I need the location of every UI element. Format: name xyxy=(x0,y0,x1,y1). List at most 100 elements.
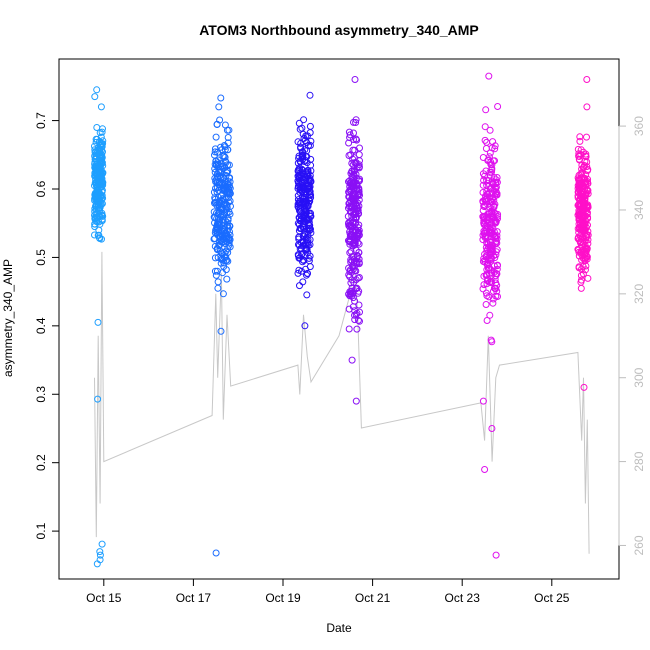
scatter-point xyxy=(486,225,494,233)
scatter-point xyxy=(217,192,225,200)
scatter-point xyxy=(577,192,585,200)
scatter-point xyxy=(348,159,356,167)
scatter-point xyxy=(583,253,591,261)
scatter-point xyxy=(211,160,219,168)
scatter-point xyxy=(351,238,359,246)
scatter-point xyxy=(351,307,359,315)
scatter-point xyxy=(294,200,302,208)
scatter-point xyxy=(295,175,303,183)
scatter-point xyxy=(490,202,498,210)
scatter-point xyxy=(346,183,354,190)
scatter-point xyxy=(303,291,311,299)
scatter-point xyxy=(93,135,101,143)
scatter-point xyxy=(91,93,99,101)
scatter-point xyxy=(97,178,105,186)
scatter-point xyxy=(480,255,488,263)
scatter-point xyxy=(345,139,353,147)
scatter-point xyxy=(307,191,315,199)
y-axis: 0.1 0.2 0.3 0.4 0.5 0.6 0.7 xyxy=(34,112,60,539)
scatter-point xyxy=(574,245,582,253)
scatter-point xyxy=(214,284,222,292)
scatter-point xyxy=(305,210,313,218)
scatter-point xyxy=(95,226,103,234)
scatter-point xyxy=(583,76,591,83)
scatter-point xyxy=(211,267,219,275)
scatter-point xyxy=(298,165,306,173)
scatter-point xyxy=(294,159,302,167)
scatter-point xyxy=(99,212,107,220)
scatter-point xyxy=(98,540,106,548)
scatter-point xyxy=(352,135,360,143)
scatter-point xyxy=(306,222,314,230)
scatter-point xyxy=(346,249,354,257)
scatter-point xyxy=(489,299,497,307)
scatter-point xyxy=(301,322,309,330)
scatter-point xyxy=(299,223,307,230)
scatter-point xyxy=(353,252,361,259)
scatter-point xyxy=(483,280,491,288)
scatter-point xyxy=(350,278,358,286)
scatter-point xyxy=(307,229,315,237)
scatter-point xyxy=(346,290,354,298)
y2-axis: 260 280 300 320 340 360 xyxy=(618,116,646,556)
scatter-point xyxy=(575,236,583,244)
y-tick-label: 0.6 xyxy=(34,180,48,197)
scatter-point xyxy=(490,262,498,270)
scatter-point xyxy=(349,195,357,203)
scatter-point xyxy=(494,261,501,269)
scatter-point xyxy=(92,188,100,196)
scatter-point xyxy=(574,174,582,182)
y2-tick-label: 320 xyxy=(632,283,646,303)
scatter-point xyxy=(578,168,586,176)
scatter-point xyxy=(584,274,592,282)
x-tick-label: Oct 17 xyxy=(176,591,212,605)
scatter-point xyxy=(577,242,585,250)
scatter-point xyxy=(578,188,586,196)
scatter-point xyxy=(213,267,221,275)
scatter-point xyxy=(295,214,303,222)
scatter-point xyxy=(581,157,589,165)
scatter-point xyxy=(295,119,303,127)
x-tick-label: Oct 21 xyxy=(355,591,391,605)
scatter-point xyxy=(299,130,307,138)
scatter-point xyxy=(580,227,588,235)
scatter-point xyxy=(294,269,302,277)
scatter-point xyxy=(223,126,231,134)
scatter-point xyxy=(485,177,493,185)
scatter-point xyxy=(575,229,583,236)
scatter-point xyxy=(488,178,496,186)
scatter-point xyxy=(220,263,228,270)
scatter-point xyxy=(351,316,359,324)
scatter-point xyxy=(346,193,354,201)
scatter-point xyxy=(353,325,361,333)
scatter-point xyxy=(349,219,357,227)
scatter-point xyxy=(97,103,105,111)
y-tick-label: 0.4 xyxy=(34,317,48,334)
scatter-cluster xyxy=(210,94,234,557)
scatter-point xyxy=(93,86,101,94)
scatter-point xyxy=(294,192,302,200)
scatter-point xyxy=(302,240,310,248)
scatter-point xyxy=(482,106,490,114)
scatter-point xyxy=(226,210,234,218)
scatter-point xyxy=(582,189,590,197)
scatter-point xyxy=(301,156,309,164)
scatter-point xyxy=(96,551,104,559)
scatter-point xyxy=(214,160,222,168)
scatter-point xyxy=(577,284,585,292)
scatter-point xyxy=(490,209,498,217)
scatter-point xyxy=(351,204,359,212)
scatter-point xyxy=(480,229,488,237)
scatter-point xyxy=(306,91,314,99)
x-tick-label: Oct 19 xyxy=(265,591,301,605)
scatter-cluster xyxy=(574,76,592,391)
scatter-point xyxy=(224,134,232,141)
scatter-point xyxy=(297,144,305,152)
scatter-point xyxy=(97,133,105,141)
scatter-cluster xyxy=(344,76,363,405)
scatter-point xyxy=(306,263,314,271)
scatter-point xyxy=(479,213,487,221)
x-tick-label: Oct 25 xyxy=(534,591,570,605)
scatter-point xyxy=(483,317,491,324)
scatter-point xyxy=(220,213,227,221)
